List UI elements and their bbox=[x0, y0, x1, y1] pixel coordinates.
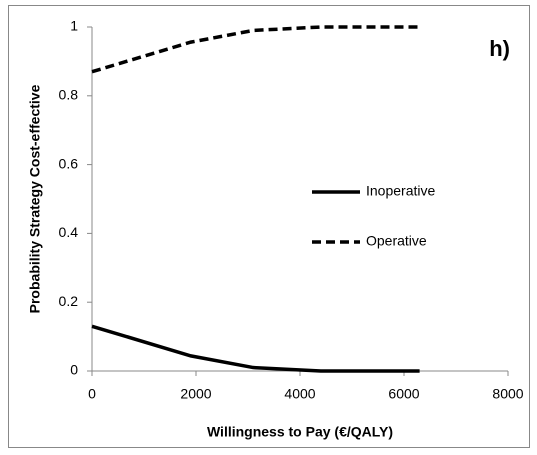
y-axis-title: Probability Strategy Cost-effective bbox=[27, 84, 43, 313]
x-tick-label: 4000 bbox=[284, 386, 315, 402]
x-tick-label: 2000 bbox=[180, 386, 211, 402]
line-series bbox=[91, 324, 420, 373]
x-axis-title: Willingness to Pay (€/QALY) bbox=[207, 424, 393, 440]
legend-label: Operative bbox=[366, 233, 427, 249]
panel-label: h) bbox=[489, 36, 510, 61]
line-series bbox=[91, 25, 420, 74]
y-tick-label: 0 bbox=[70, 362, 78, 378]
y-tick-label: 0.6 bbox=[59, 155, 79, 171]
x-tick-label: 0 bbox=[88, 386, 96, 402]
y-tick-label: 0.2 bbox=[59, 293, 79, 309]
chart-frame bbox=[8, 5, 530, 448]
x-tick-label: 8000 bbox=[492, 386, 523, 402]
y-tick-label: 0.4 bbox=[59, 224, 79, 240]
y-tick-label: 1 bbox=[70, 18, 78, 34]
legend-label: Inoperative bbox=[366, 183, 435, 199]
y-tick-label: 0.8 bbox=[59, 87, 79, 103]
x-tick-label: 6000 bbox=[388, 386, 419, 402]
